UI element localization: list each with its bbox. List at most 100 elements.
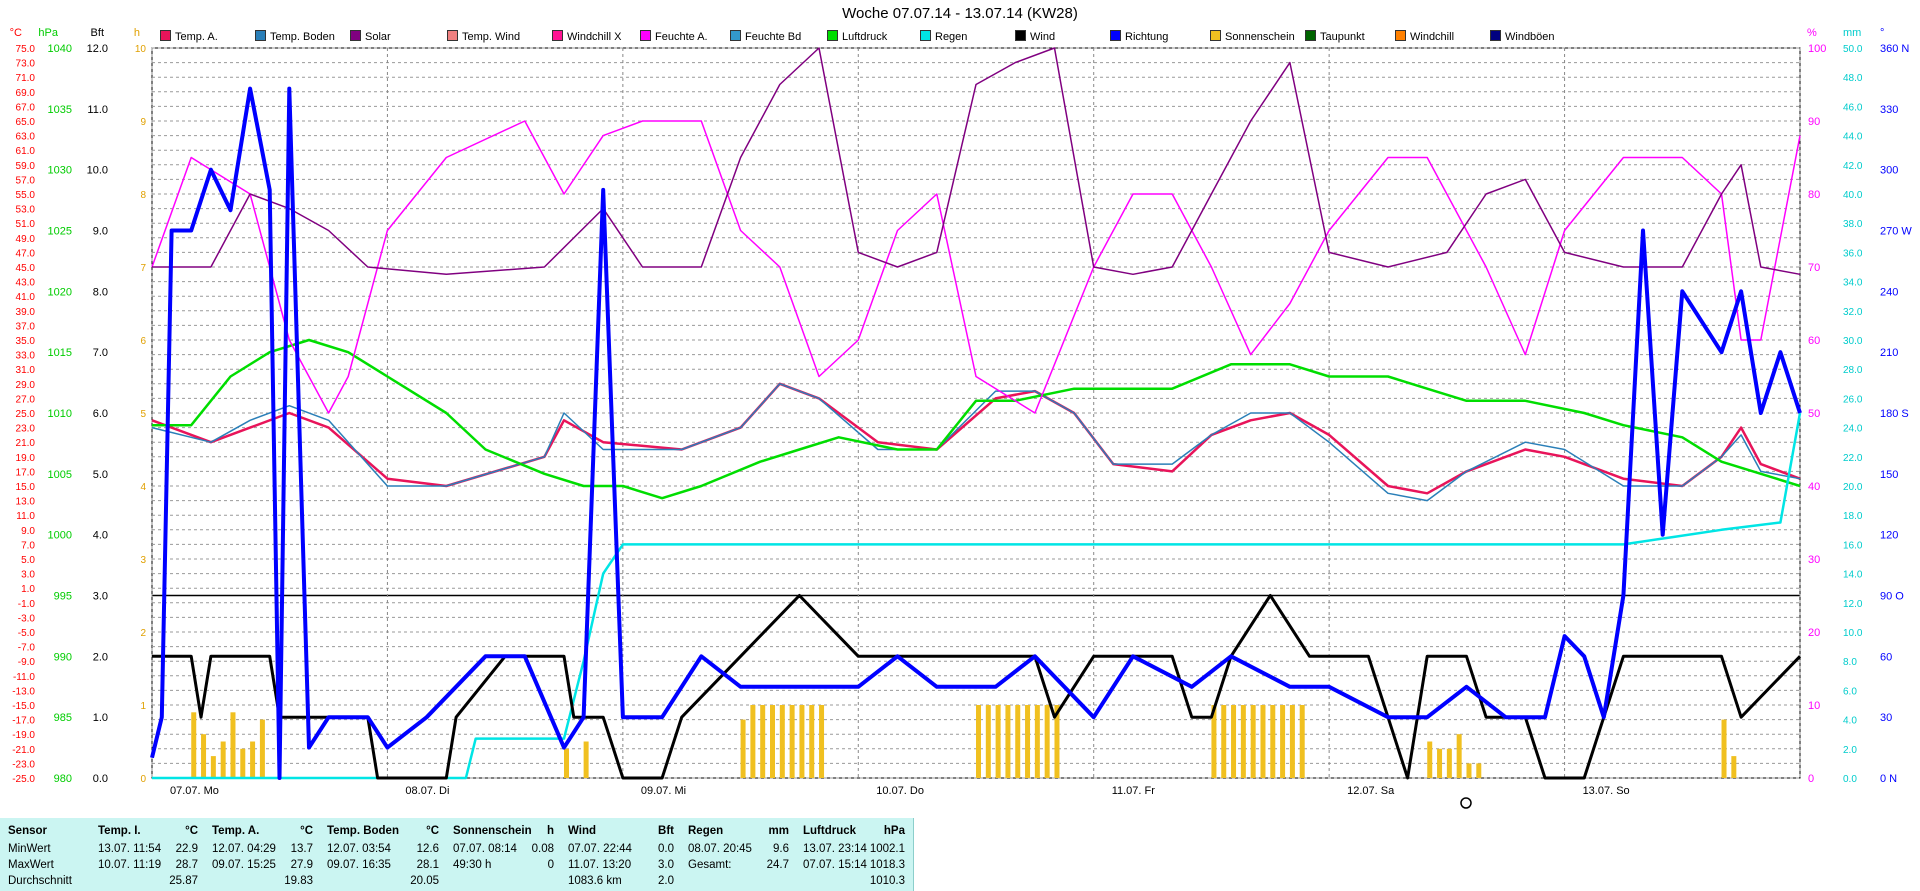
stats-value: 13.7 (290, 843, 313, 855)
stats-value: 0.08 (531, 843, 554, 855)
sunshine-bar (259, 719, 265, 778)
sunshine-bar (1476, 763, 1482, 778)
legend-label: Temp. A. (175, 31, 218, 43)
stats-row-label: Durchschnitt (8, 875, 72, 887)
stats-value: 28.7 (175, 859, 198, 871)
legend-swatch (640, 30, 651, 41)
axis-tick-bft: 12.0 (87, 43, 108, 55)
axis-tick-mm: 6.0 (1843, 686, 1857, 697)
legend-swatch (1015, 30, 1026, 41)
stats-date: 10.07. 11:19 (98, 859, 162, 871)
axis-tick-x: 10.07. Do (876, 785, 924, 797)
axis-tick-temp: 19.0 (16, 453, 36, 464)
axis-tick-mm: 10.0 (1843, 628, 1863, 639)
axis-tick-hpa: 1030 (48, 165, 72, 177)
sunshine-bar (1456, 734, 1462, 778)
stats-column-head: Temp. A. (212, 825, 260, 837)
sunshine-bar (1466, 763, 1472, 778)
stats-value: 28.1 (416, 859, 439, 871)
axis-tick-temp: -23.0 (12, 759, 35, 770)
legend-swatch (1210, 30, 1221, 41)
axis-unit-temp: °C (10, 27, 22, 39)
sunshine-bar (819, 705, 825, 778)
legend-item: Feuchte A. (640, 30, 708, 43)
axis-tick-temp: 71.0 (16, 73, 36, 84)
stats-value: 25.87 (169, 875, 198, 887)
axis-tick-temp: 45.0 (16, 263, 36, 274)
stats-unit: °C (426, 825, 439, 837)
stats-date: 07.07. 08:14 (453, 843, 517, 855)
axis-tick-mm: 4.0 (1843, 716, 1857, 727)
legend-label: Windböen (1505, 31, 1555, 43)
axis-tick-mm: 2.0 (1843, 745, 1857, 756)
stats-value: 24.7 (766, 859, 789, 871)
axis-tick-h: 0 (140, 774, 146, 785)
axis-tick-dir: 90 O (1880, 591, 1904, 603)
axis-tick-temp: 5.0 (21, 555, 35, 566)
sunshine-bar (799, 705, 805, 778)
legend-item: Luftdruck (827, 30, 887, 43)
axis-tick-pct: 70 (1808, 262, 1820, 274)
sunshine-bar (770, 705, 775, 778)
axis-tick-temp: 53.0 (16, 205, 36, 216)
axis-tick-temp: 63.0 (16, 132, 36, 143)
axis-tick-hpa: 1000 (48, 530, 72, 542)
sunshine-bar (1005, 705, 1011, 778)
sunshine-bar (250, 741, 256, 778)
time-marker (1460, 797, 1472, 809)
series-line-regen (152, 412, 1802, 780)
stats-value: 19.83 (284, 875, 313, 887)
axis-tick-dir: 300 (1880, 165, 1898, 177)
axis-tick-temp: 3.0 (21, 570, 35, 581)
legend-label: Temp. Wind (462, 31, 521, 43)
legend-label: Taupunkt (1320, 31, 1365, 43)
legend-label: Solar (365, 31, 391, 43)
legend-label: Temp. Boden (270, 31, 335, 43)
axis-tick-dir: 120 (1880, 530, 1898, 542)
legend-item: Windböen (1490, 30, 1555, 43)
axis-tick-hpa: 985 (54, 712, 72, 724)
stats-value: 2.0 (658, 875, 674, 887)
axis-tick-x: 08.07. Di (405, 785, 449, 797)
stats-date: 09.07. 16:35 (327, 859, 391, 871)
axis-tick-bft: 2.0 (93, 651, 108, 663)
legend-label: Sonnenschein (1225, 31, 1295, 43)
stats-date: 13.07. 11:54 (98, 843, 162, 855)
sunshine-bar (740, 719, 746, 778)
axis-tick-mm: 42.0 (1843, 161, 1863, 172)
axis-tick-bft: 4.0 (93, 530, 108, 542)
axis-tick-temp: 67.0 (16, 102, 36, 113)
axis-tick-dir: 30 (1880, 712, 1892, 724)
stats-value: 27.9 (290, 859, 313, 871)
axis-tick-pct: 50 (1808, 408, 1820, 420)
sunshine-bar (191, 712, 197, 778)
axis-tick-temp: 17.0 (16, 467, 36, 478)
axis-tick-bft: 3.0 (93, 591, 108, 603)
axis-tick-mm: 46.0 (1843, 102, 1863, 113)
axis-tick-mm: 22.0 (1843, 453, 1863, 464)
stats-value: 12.6 (416, 843, 439, 855)
legend-label: Windchill (1410, 31, 1455, 43)
sunshine-bar (1260, 705, 1266, 778)
stats-temp-i-column: Temp. I. °C 13.07. 11:54 22.9 10.07. 11:19 28… (92, 818, 207, 891)
axis-tick-h: 1 (140, 701, 146, 712)
stats-value: 0.0 (658, 843, 674, 855)
axis-tick-h: 4 (140, 482, 146, 493)
axis-tick-temp: -3.0 (18, 613, 36, 624)
sunshine-bar (1034, 705, 1040, 778)
legend-label: Feuchte Bd (745, 31, 802, 43)
stats-sensor-head: Sensor (8, 825, 47, 837)
legend-swatch (1110, 30, 1121, 41)
axis-tick-mm: 18.0 (1843, 511, 1863, 522)
axis-tick-temp: 57.0 (16, 175, 36, 186)
axis-tick-x: 09.07. Mi (641, 785, 686, 797)
sunshine-bar (1044, 705, 1050, 778)
axis-tick-pct: 40 (1808, 481, 1820, 493)
sunshine-bar (1240, 705, 1246, 778)
legend-item: Richtung (1110, 30, 1168, 43)
stats-value: 1018.3 (869, 859, 905, 871)
stats-panel: Sensor MinWert MaxWert Durchschnitt Temp… (0, 818, 1920, 891)
series-line-richtung (150, 86, 1802, 780)
stats-unit: °C (300, 825, 313, 837)
axis-tick-temp: -15.0 (12, 701, 35, 712)
